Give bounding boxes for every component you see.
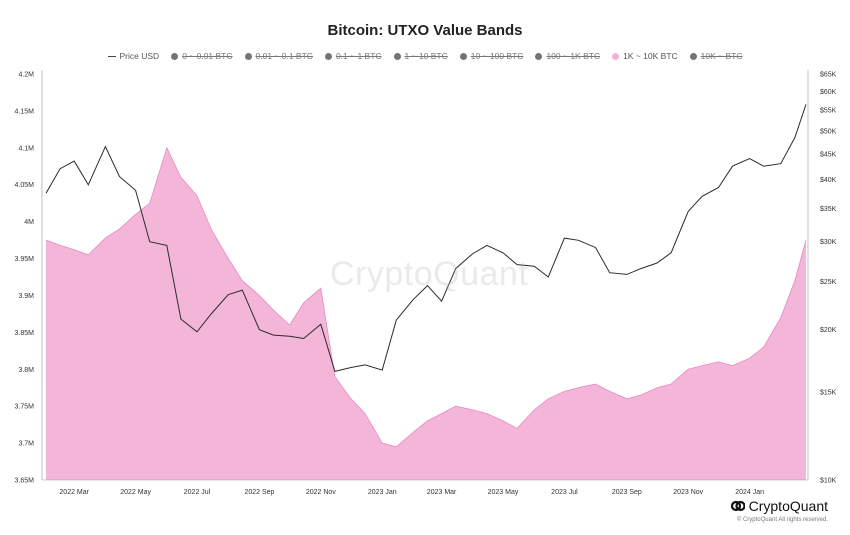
legend-dot-marker [393, 52, 401, 60]
copyright: © CryptoQuant All rights reserved. [736, 517, 828, 523]
y-left-tick-label: 4.15M [15, 108, 35, 115]
legend-label: 0.1 ~ 1 BTC [335, 51, 382, 61]
x-tick-label: 2022 Nov [306, 489, 336, 496]
y-left-tick-label: 3.85M [15, 330, 35, 337]
legend-dot-marker [171, 52, 179, 60]
y-right-tick-label: $25K [820, 279, 837, 286]
legend-dot-marker [612, 52, 620, 60]
x-tick-label: 2023 Sep [612, 489, 642, 496]
y-right-tick-label: $60K [820, 89, 837, 96]
legend-dot-marker [459, 52, 467, 60]
legend-item[interactable]: 1K ~ 10K BTC [612, 51, 678, 61]
y-right-tick-label: $20K [820, 327, 837, 334]
area-series-outline [45, 146, 807, 448]
legend-item[interactable]: Price USD [107, 51, 160, 61]
brand-logo: CryptoQuant [730, 498, 828, 514]
legend-label: 100 ~ 1K BTC [546, 51, 601, 61]
y-left-tick-label: 4M [24, 219, 34, 226]
y-right-tick-label: $10K [820, 478, 837, 485]
y-left-tick-label: 4.2M [18, 72, 34, 79]
x-tick-label: 2022 Jul [184, 489, 211, 496]
area-series-1k-10k-btc [46, 147, 806, 481]
legend-dot-marker [244, 52, 252, 60]
legend-line-marker [107, 55, 116, 57]
legend-label: 10K ~ BTC [700, 51, 743, 61]
legend-item[interactable]: 0.01 ~ 0.1 BTC [244, 51, 313, 61]
legend-item[interactable]: 1 ~ 10 BTC [393, 51, 448, 61]
y-right-tick-label: $45K [820, 151, 837, 158]
legend-dot-marker [689, 52, 697, 60]
y-left-tick-label: 3.65M [15, 478, 35, 485]
x-tick-label: 2023 Nov [673, 489, 703, 496]
y-right-tick-label: $55K [820, 108, 837, 115]
x-tick-label: 2023 Jul [551, 489, 578, 496]
legend-label: 10 ~ 100 BTC [470, 51, 524, 61]
legend-item[interactable]: 10K ~ BTC [689, 51, 743, 61]
x-tick-label: 2022 May [120, 489, 151, 496]
x-tick-label: 2024 Jan [735, 489, 764, 496]
legend: Price USD 0 ~ 0.01 BTC 0.01 ~ 0.1 BTC 0.1 ~… [0, 51, 850, 61]
y-left-tick-label: 3.9M [18, 293, 34, 300]
price-usd-line [45, 104, 807, 372]
y-left-tick-label: 3.8M [18, 367, 34, 374]
x-tick-label: 2022 Mar [59, 489, 89, 496]
chart-title: Bitcoin: UTXO Value Bands [327, 22, 523, 39]
legend-label: 0.01 ~ 0.1 BTC [255, 51, 313, 61]
y-left-tick-label: 4.05M [15, 182, 35, 189]
y-right-tick-label: $35K [820, 206, 837, 213]
x-tick-label: 2023 Mar [427, 489, 457, 496]
x-tick-label: 2023 May [488, 489, 519, 496]
legend-dot-marker [535, 52, 543, 60]
y-right-tick-label: $40K [820, 177, 837, 184]
y-left-tick-label: 4.1M [18, 145, 34, 152]
legend-item[interactable]: 10 ~ 100 BTC [459, 51, 524, 61]
legend-item[interactable]: 0.1 ~ 1 BTC [324, 51, 382, 61]
y-left-tick-label: 3.75M [15, 404, 35, 411]
watermark: CryptoQuant [330, 255, 529, 293]
legend-item[interactable]: 0 ~ 0.01 BTC [171, 51, 233, 61]
y-right-tick-label: $15K [820, 390, 837, 397]
y-right-tick-label: $30K [820, 239, 837, 246]
x-tick-label: 2022 Sep [244, 489, 274, 496]
cryptoquant-logo-icon [730, 500, 745, 512]
y-left-tick-label: 3.7M [18, 441, 34, 448]
legend-dot-marker [324, 52, 332, 60]
legend-label: 1K ~ 10K BTC [623, 51, 678, 61]
legend-label: 1 ~ 10 BTC [404, 51, 448, 61]
legend-item[interactable]: 100 ~ 1K BTC [535, 51, 600, 61]
legend-label: 0 ~ 0.01 BTC [182, 51, 233, 61]
x-tick-label: 2023 Jan [368, 489, 397, 496]
y-right-tick-label: $65K [820, 72, 837, 79]
y-right-tick-label: $50K [820, 128, 837, 135]
y-left-tick-label: 3.95M [15, 256, 35, 263]
brand-name: CryptoQuant [748, 498, 828, 514]
legend-label: Price USD [119, 51, 160, 61]
